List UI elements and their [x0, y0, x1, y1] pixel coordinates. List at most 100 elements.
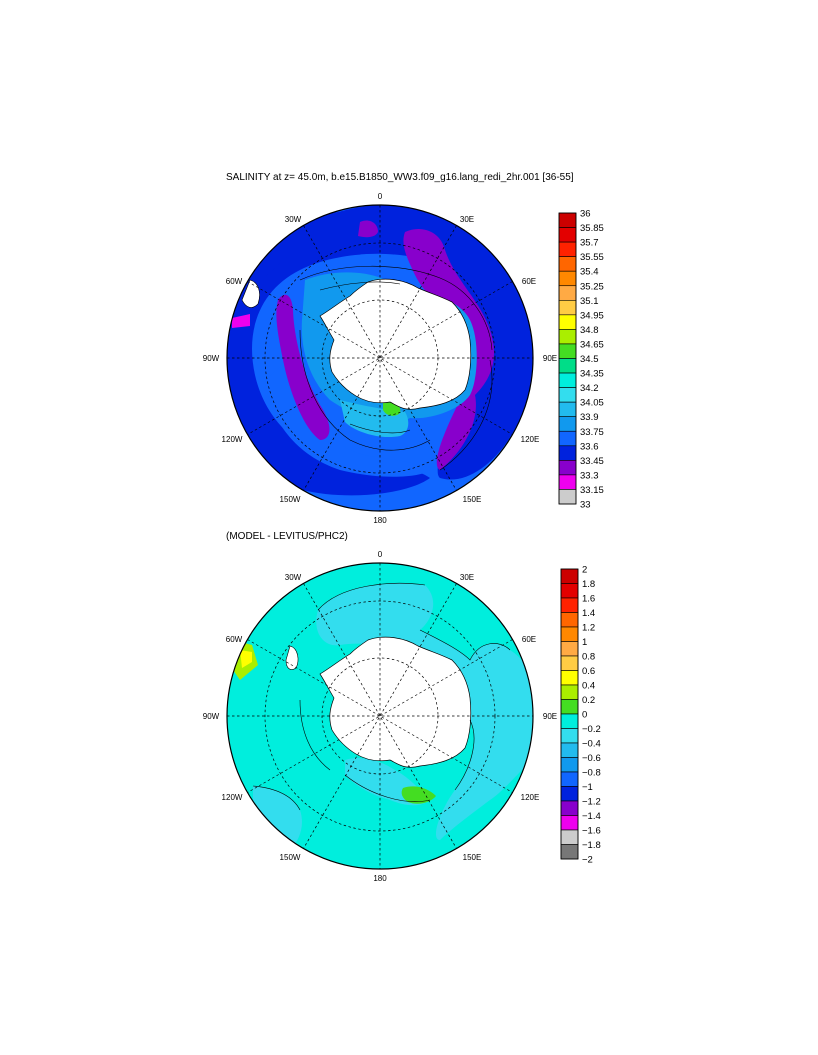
anomaly-colorbar-label: 1.4: [582, 608, 595, 619]
anomaly-colorbar-swatch: [560, 597, 579, 613]
salinity-colorbar-label: 33: [580, 500, 591, 511]
south-america-tip-anomaly: [285, 645, 299, 670]
anomaly-colorbar-swatch: [560, 612, 579, 628]
anomaly-graticule: [227, 563, 533, 869]
anomaly-colorbar-swatch: [560, 684, 579, 700]
salinity-colorbar-swatch: [558, 343, 577, 359]
salinity-colorbar-swatch: [558, 489, 577, 505]
map-title-anomaly: (MODEL - LEVITUS/PHC2): [226, 531, 348, 542]
salinity-colorbar-label: 33.3: [580, 470, 599, 481]
antarctica-landmass-anomaly: [319, 636, 472, 768]
ocean-anomaly-0.2-patch: [401, 786, 436, 804]
salinity-colorbar-label: 34.8: [580, 325, 599, 336]
salinity-map-border: [226, 204, 534, 512]
anomaly-colorbar-swatch: [560, 670, 579, 686]
lon-label-90w: 90W: [203, 712, 220, 721]
anomaly-lon-labels: 0 30W 30E 60W 60E 90W 90E 120W 120E 150W…: [203, 550, 557, 883]
lon-label-30e: 30E: [460, 215, 474, 224]
lon-label-120e: 120E: [521, 435, 540, 444]
lon-label-0: 0: [378, 550, 383, 559]
anomaly-colorbar-swatch: [560, 626, 579, 642]
salinity-colorbar-label: 35.55: [580, 252, 604, 263]
lon-label-0: 0: [378, 192, 383, 201]
salinity-colorbar-swatch: [558, 241, 577, 257]
lon-label-150w: 150W: [280, 495, 301, 504]
anomaly-colorbar-label: −1.8: [582, 840, 601, 851]
anomaly-colorbar: 2 1.8 1.6 1.4 1.2 1 0.8 0.6 0.4 0.2 0 −0.2 −0.4 −0.6 −…: [560, 565, 601, 866]
salinity-colorbar-label: 36: [580, 209, 591, 220]
anomaly-colorbar-label: −0.2: [582, 724, 601, 735]
ocean-34.05-zone: [340, 400, 409, 438]
salinity-graticule: [227, 205, 533, 511]
anomaly-colorbar-label: −0.6: [582, 753, 601, 764]
ocean-33.3-patch: [232, 314, 250, 328]
lon-label-60w: 60W: [226, 635, 243, 644]
lon-label-120w: 120W: [222, 793, 243, 802]
salinity-colorbar-swatch: [558, 460, 577, 476]
anomaly-colorbar-swatch: [560, 829, 579, 845]
salinity-colorbar-label: 33.45: [580, 456, 604, 467]
anomaly-colorbar-label: −0.4: [582, 739, 601, 750]
anomaly-colorbar-label: −1.6: [582, 826, 601, 837]
salinity-colorbar-label: 34.35: [580, 369, 604, 380]
ocean-anomaly-minus0.4-zone: [316, 583, 533, 840]
salinity-colorbar-swatch: [558, 314, 577, 330]
lon-label-180: 180: [373, 874, 387, 883]
anomaly-colorbar-swatch: [560, 583, 579, 599]
anomaly-colorbar-swatch: [560, 568, 579, 584]
salinity-colorbar-label: 35.85: [580, 223, 604, 234]
ocean-anomaly-minus0.4-west: [253, 786, 302, 850]
salinity-colorbar-label: 34.5: [580, 354, 599, 365]
anomaly-colorbar-swatch: [560, 800, 579, 816]
salinity-contours: [299, 265, 493, 471]
salinity-colorbar-swatch: [558, 256, 577, 272]
ocean-33.45-west-band: [276, 294, 330, 440]
anomaly-colorbar-label: 1: [582, 637, 587, 648]
salinity-colorbar-frame: [558, 212, 577, 505]
map-title-salinity: SALINITY at z= 45.0m, b.e15.B1850_WW3.f0…: [226, 172, 574, 183]
anomaly-colorbar-label: 0.6: [582, 666, 595, 677]
anomaly-colorbar-swatch: [560, 713, 579, 729]
ocean-33.75-south: [265, 350, 430, 477]
salinity-colorbar-label: 35.25: [580, 281, 604, 292]
anomaly-colorbar-label: −0.8: [582, 768, 601, 779]
salinity-colorbar-label: 35.4: [580, 267, 599, 278]
south-america-tip: [241, 279, 260, 308]
lon-label-150e: 150E: [463, 495, 482, 504]
lon-label-180: 180: [373, 516, 387, 525]
salinity-colorbar-swatch: [558, 430, 577, 447]
lon-label-30w: 30W: [285, 215, 302, 224]
salinity-colorbar-label: 34.65: [580, 339, 604, 350]
anomaly-colorbar-label: −1.4: [582, 811, 601, 822]
anomaly-colorbar-swatch: [560, 844, 579, 860]
anomaly-colorbar-label: 0.4: [582, 681, 595, 692]
anomaly-map: [226, 562, 534, 870]
salinity-colorbar-swatch: [558, 299, 577, 316]
salinity-colorbar-swatch: [558, 401, 577, 417]
salinity-colorbar-label: 34.05: [580, 398, 604, 409]
salinity-colorbar-label: 33.9: [580, 412, 599, 423]
lon-label-60e: 60E: [522, 635, 536, 644]
anomaly-colorbar-label: 2: [582, 565, 587, 576]
salinity-colorbar-swatch: [558, 416, 577, 432]
anomaly-colorbar-label: 1.2: [582, 623, 595, 634]
anomaly-colorbar-swatch: [560, 815, 579, 831]
lon-label-60w: 60W: [226, 277, 243, 286]
anomaly-colorbar-label: −1: [582, 782, 593, 793]
anomaly-colorbar-label: −2: [582, 855, 593, 866]
anomaly-colorbar-label: −1.2: [582, 797, 601, 808]
anomaly-map-border: [226, 562, 534, 870]
lon-label-150w: 150W: [280, 853, 301, 862]
lon-label-90e: 90E: [543, 354, 557, 363]
anomaly-colorbar-label: 1.6: [582, 594, 595, 605]
anomaly-colorbar-label: 0.2: [582, 695, 595, 706]
anomaly-colorbar-swatch: [560, 757, 579, 773]
anomaly-colorbar-swatch: [560, 786, 579, 802]
lon-label-120e: 120E: [521, 793, 540, 802]
anomaly-colorbar-label: 0.8: [582, 652, 595, 663]
anomaly-colorbar-swatch: [560, 641, 579, 657]
ocean-33.45-north-patch: [358, 220, 378, 238]
salinity-colorbar-label: 33.6: [580, 441, 599, 452]
salinity-colorbar-label: 33.15: [580, 485, 604, 496]
